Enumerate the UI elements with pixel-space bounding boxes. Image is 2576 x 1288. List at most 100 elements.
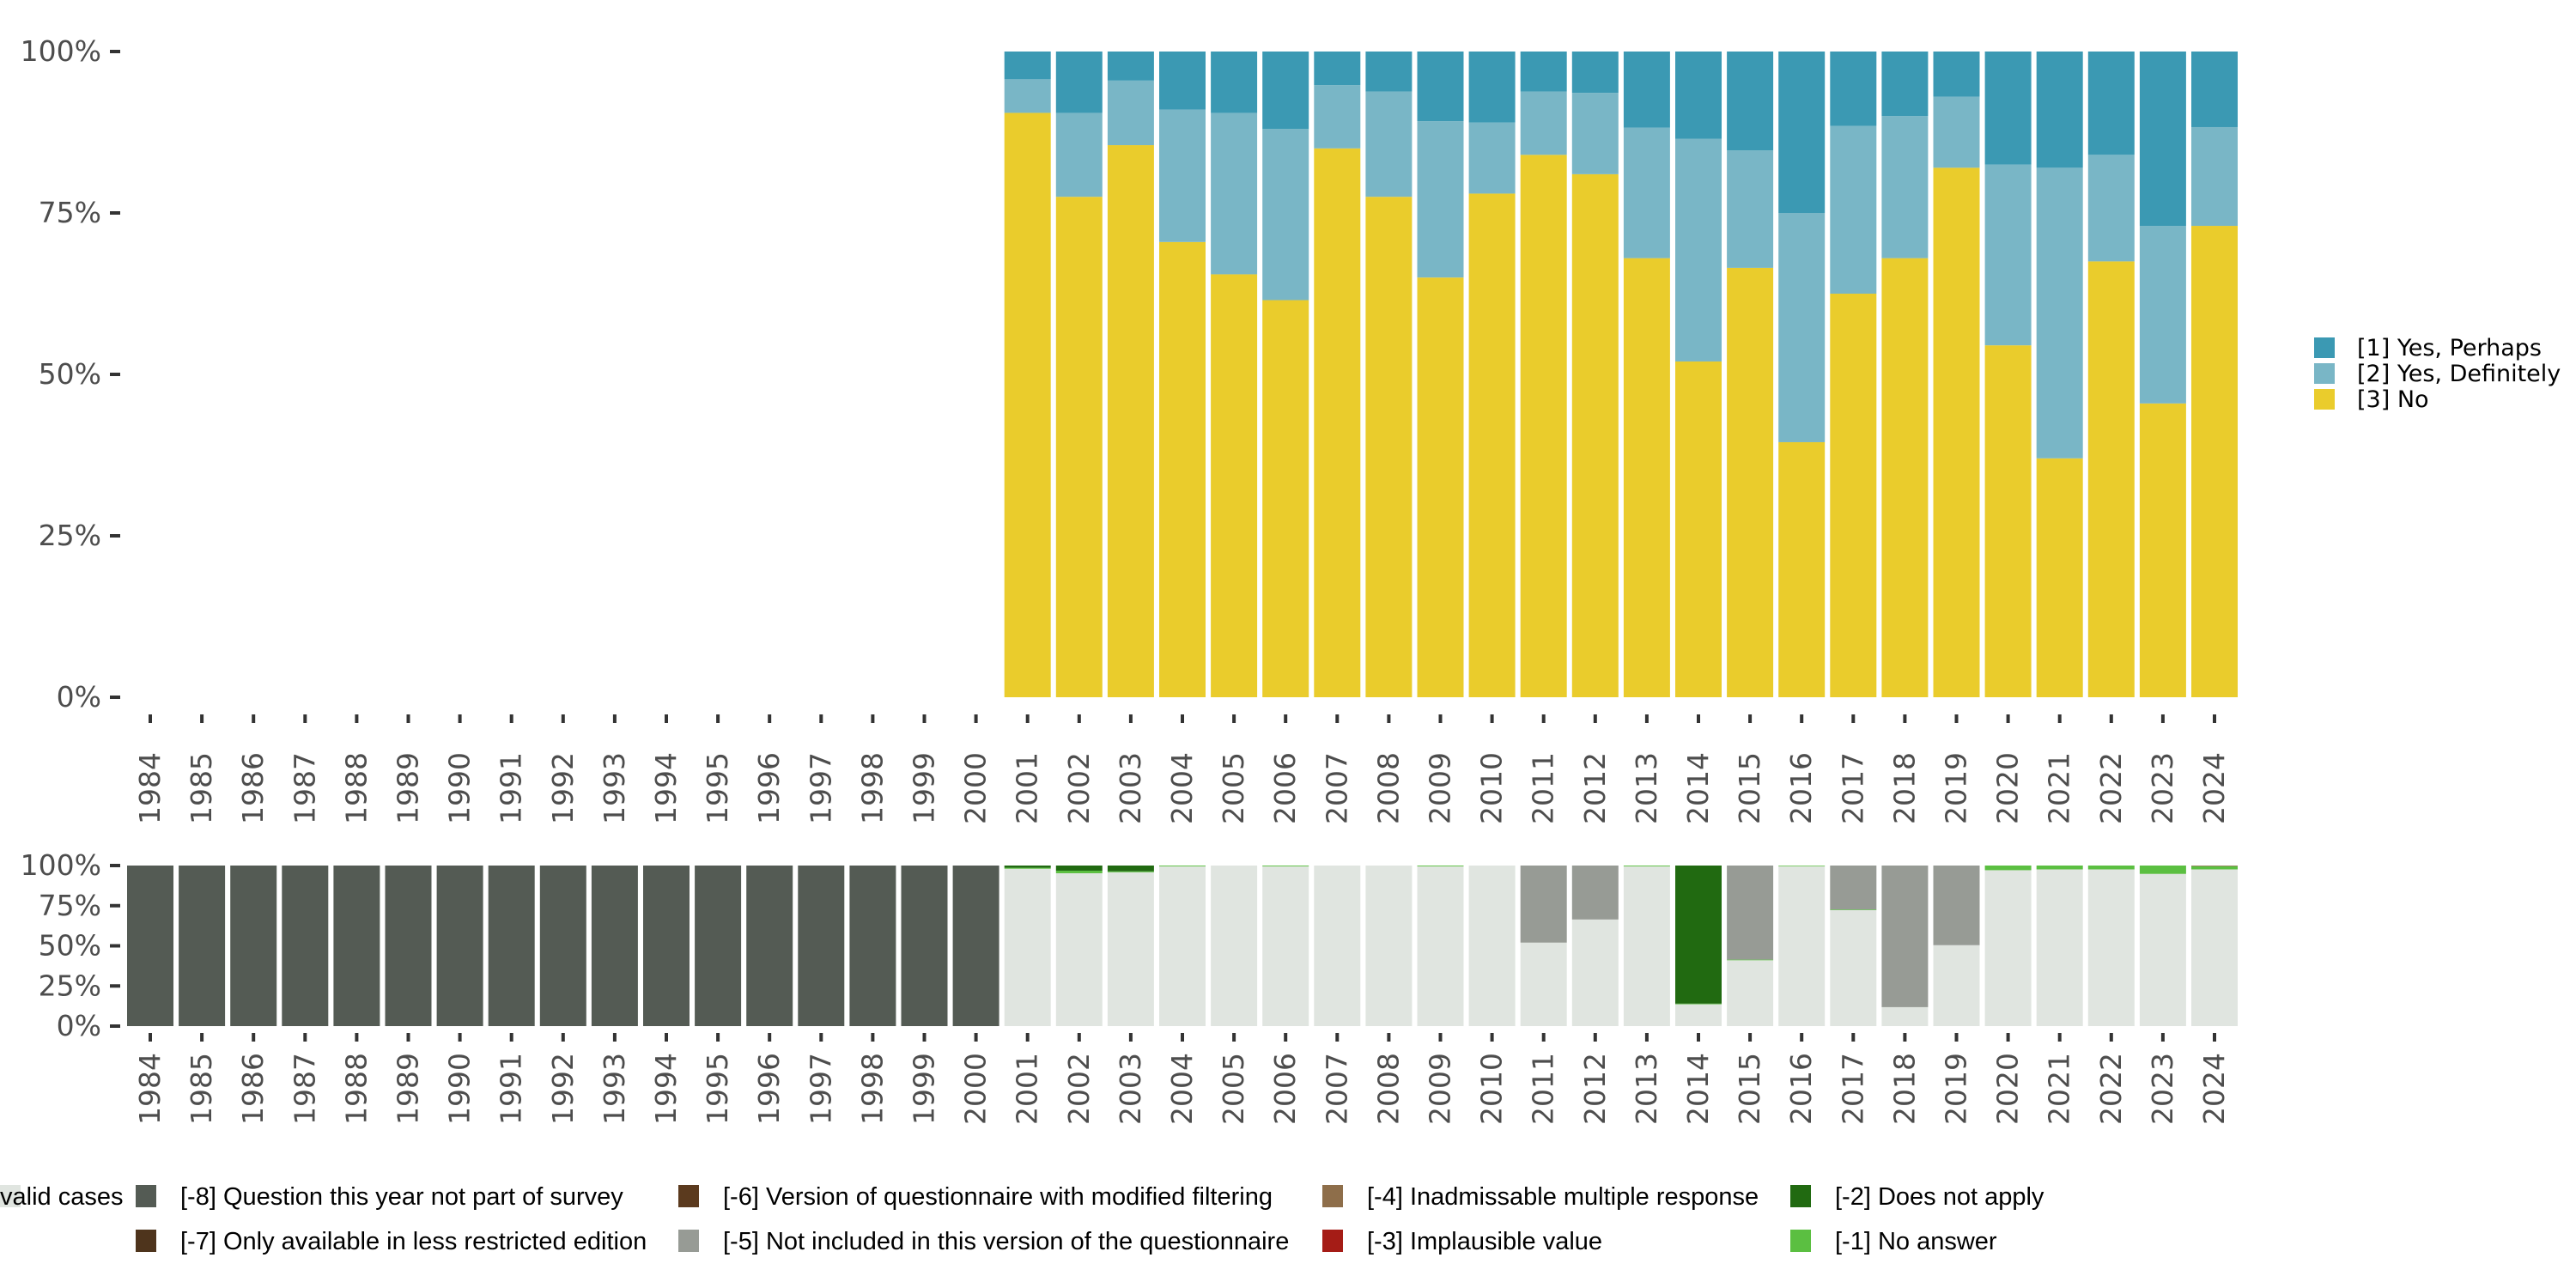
legend-swatch (1790, 1185, 1811, 1207)
bar-segment-2023 (2139, 226, 2186, 404)
panel0-xtick-label: 1993 (598, 752, 631, 824)
bar-segment-2010 (1468, 122, 1516, 194)
panel0-xtick-label: 2013 (1630, 752, 1663, 824)
panel1-xtick-label: 2012 (1578, 1053, 1612, 1125)
bar-segment-2010 (1468, 193, 1516, 697)
panel1-xtick-label: 2020 (1991, 1053, 2025, 1125)
panel0-xtick-label: 2020 (1991, 752, 2025, 824)
bar-segment-2022 (2087, 155, 2135, 262)
legend-swatch (136, 1230, 156, 1252)
panel0-xtick-label: 1986 (236, 752, 270, 824)
bar-segment-1994 (643, 866, 690, 1026)
bar-segment-2018 (1881, 258, 1929, 697)
panel0-xtick-label: 2010 (1475, 752, 1509, 824)
panel1-xtick-label: 2021 (2043, 1053, 2076, 1125)
bar-segment-2000 (952, 866, 999, 1026)
bar-segment-2003 (1107, 872, 1154, 1026)
panel0-ytick-label: 75% (39, 196, 101, 229)
bar-segment-2015 (1727, 150, 1774, 268)
panel0-ytick-label: 25% (39, 519, 101, 552)
panel1-xtick-label: 1989 (392, 1053, 425, 1125)
legend-label: [3] No (2357, 386, 2429, 413)
panel1-xtick-label: 1996 (752, 1053, 786, 1125)
bar-segment-2020 (1984, 164, 2032, 346)
bar-segment-2012 (1571, 173, 1619, 697)
panel0-xtick-label: 2006 (1268, 752, 1302, 824)
panel0-ytick-label: 100% (21, 34, 101, 68)
panel0-xtick-label: 1984 (133, 752, 167, 824)
bar-segment-2019 (1933, 167, 1980, 698)
bar-segment-2014 (1675, 138, 1722, 361)
panel0-xtick-label: 2002 (1062, 752, 1096, 824)
bar-segment-2014 (1675, 52, 1722, 139)
bar-segment-2012 (1571, 93, 1619, 174)
bar-segment-2002 (1055, 866, 1103, 871)
bar-segment-1990 (436, 866, 483, 1026)
panel1-xtick-label: 2010 (1475, 1053, 1509, 1125)
bar-segment-1991 (488, 866, 535, 1026)
panel0-xtick-label: 1987 (288, 752, 321, 824)
bar-segment-2014 (1675, 1004, 1722, 1026)
bar-segment-2024 (2191, 866, 2238, 870)
bar-segment-1998 (849, 866, 896, 1026)
bar-segment-2016 (1778, 441, 1826, 697)
panel1-xtick-label: 2000 (959, 1053, 993, 1125)
bar-segment-1993 (591, 866, 638, 1026)
bar-segment-2009 (1417, 866, 1464, 1026)
bar-segment-2020 (1984, 870, 2032, 1026)
bar-segment-2021 (2036, 167, 2083, 459)
bar-segment-2011 (1520, 91, 1567, 155)
panel1-xtick-label: 2018 (1887, 1053, 1921, 1125)
bar-segment-1996 (746, 866, 793, 1026)
legend-label: valid cases (0, 1183, 123, 1211)
legend-label: [-3] Implausible value (1367, 1228, 1602, 1255)
bar-segment-2002 (1055, 870, 1103, 873)
panel1-xtick-label: 2004 (1165, 1053, 1199, 1125)
bar-segment-2017 (1830, 125, 1877, 294)
panel0-xtick-label: 1991 (495, 752, 528, 824)
bar-segment-2001 (1004, 867, 1051, 869)
legend-swatch (678, 1230, 699, 1252)
bar-segment-2005 (1211, 52, 1258, 113)
bar-segment-2008 (1365, 866, 1413, 1026)
bar-segment-2016 (1778, 52, 1826, 213)
bar-segment-2003 (1107, 145, 1154, 698)
panel1-xtick-label: 2008 (1371, 1053, 1405, 1125)
bar-segment-2007 (1314, 85, 1361, 149)
bar-segment-2001 (1004, 79, 1051, 113)
panel0-xtick-label: 2003 (1114, 752, 1147, 824)
panel1-xtick-label: 2014 (1681, 1053, 1715, 1125)
bar-segment-2012 (1571, 866, 1619, 920)
legend-swatch (1322, 1185, 1343, 1207)
bar-segment-2021 (2036, 869, 2083, 1026)
panel1-xtick-label: 2015 (1733, 1053, 1766, 1125)
panel0-xtick-label: 1989 (392, 752, 425, 824)
bar-segment-2018 (1881, 52, 1929, 117)
legend-swatch (2314, 337, 2335, 358)
legend-label: [-6] Version of questionnaire with modif… (723, 1183, 1273, 1211)
bar-segment-2015 (1727, 960, 1774, 1026)
panel1-xtick-label: 1998 (855, 1053, 889, 1125)
bar-segment-2008 (1365, 197, 1413, 697)
bar-segment-2007 (1314, 866, 1361, 1026)
bar-segment-2017 (1830, 866, 1877, 910)
bar-segment-2023 (2139, 403, 2186, 697)
bar-segment-2019 (1933, 96, 1980, 168)
legend-swatch (2314, 363, 2335, 384)
panel0-xtick-label: 2001 (1011, 752, 1044, 824)
bar-segment-2022 (2087, 261, 2135, 697)
bar-segment-2002 (1055, 52, 1103, 113)
panel0-xtick-label: 2014 (1681, 752, 1715, 824)
panel1-xtick-label: 1991 (495, 1053, 528, 1125)
legend-swatch (0, 1185, 21, 1207)
panel0-xtick-label: 2016 (1784, 752, 1818, 824)
legend-label: [-2] Does not apply (1835, 1183, 2044, 1211)
legend-label: [-1] No answer (1835, 1228, 1997, 1255)
bar-segment-2014 (1675, 1003, 1722, 1005)
bar-segment-2002 (1055, 197, 1103, 697)
panel0-xtick-label: 2004 (1165, 752, 1199, 824)
bar-segment-2018 (1881, 1006, 1929, 1026)
panel0-xtick-label: 1990 (443, 752, 477, 824)
bar-segment-2003 (1107, 866, 1154, 872)
bar-segment-2020 (1984, 52, 2032, 165)
